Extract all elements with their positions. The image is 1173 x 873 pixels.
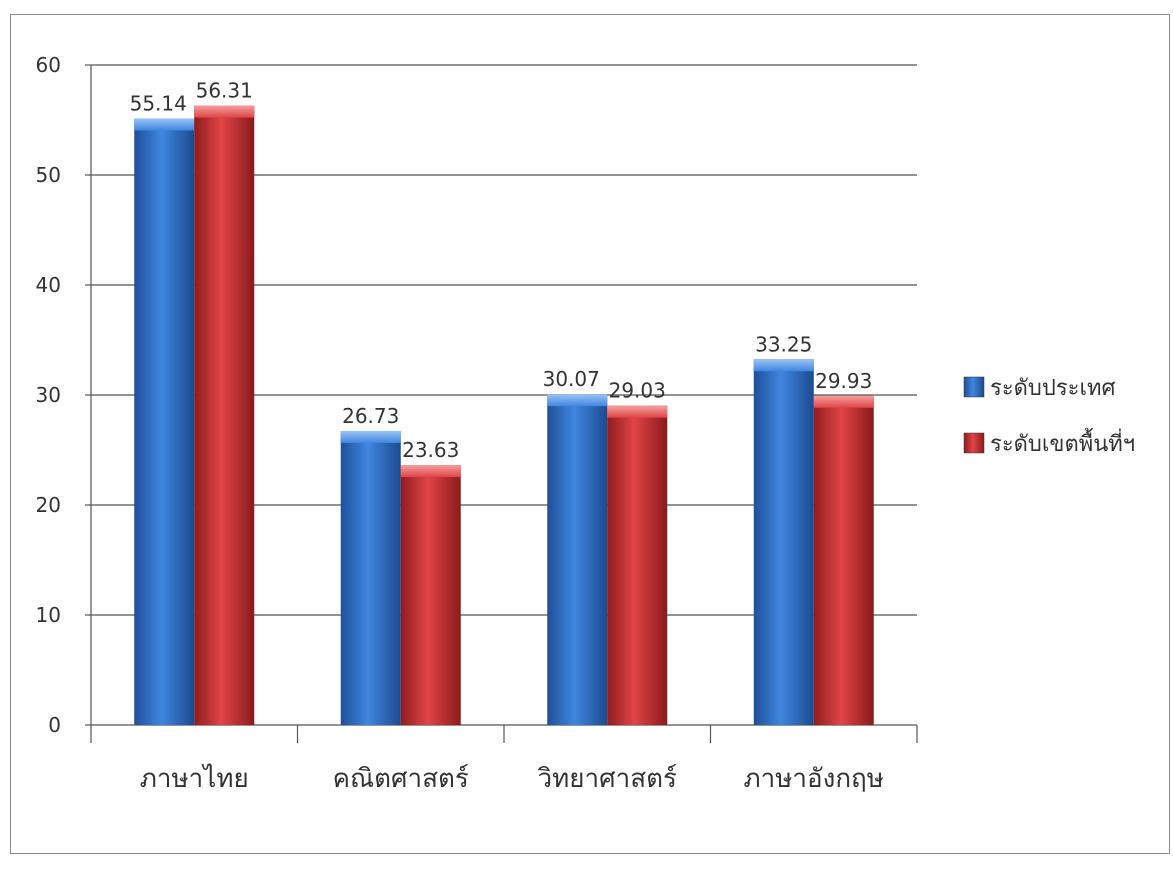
legend-swatch-1	[963, 432, 985, 454]
bar-chart: 0 10 20 30 40 50 60 55.14 56.31 ภาษาไทย 26.7323.6…	[36, 53, 1136, 794]
bar-top-highlight	[547, 394, 608, 407]
y-tick-label: 10	[36, 603, 61, 627]
bar-national-0	[134, 118, 195, 725]
x-category-label: ภาษาอังกฤษ	[744, 764, 884, 794]
bar-area-0	[194, 105, 255, 726]
chart-frame: 0 10 20 30 40 50 60 55.14 56.31 ภาษาไทย 26.73 23.6…	[10, 14, 1170, 854]
y-tick-label: 60	[36, 53, 61, 77]
bar-area-1	[400, 465, 461, 725]
bar-national-1	[340, 430, 401, 725]
x-category-label: ภาษาไทย	[140, 763, 249, 794]
data-label: 55.14	[130, 91, 187, 115]
bar-top-highlight	[607, 405, 668, 418]
data-label: 29.03	[609, 379, 666, 403]
y-tick-label: 50	[36, 163, 61, 187]
bar-top-highlight	[134, 118, 195, 131]
data-label: 30.07	[543, 367, 600, 391]
bar-national-2	[547, 394, 608, 725]
bar-top-highlight	[813, 395, 874, 408]
y-tick-label: 20	[36, 493, 61, 517]
bar-area-2	[607, 405, 668, 725]
data-label: 56.31	[196, 79, 253, 103]
x-category-label: คณิตศาสตร์	[333, 764, 469, 794]
x-category-label: วิทยาศาสตร์	[537, 764, 677, 794]
bar-top-highlight	[400, 465, 461, 478]
bar-top-highlight	[340, 430, 401, 443]
y-tick-label: 30	[36, 383, 61, 407]
legend-label-0: ระดับประเทศ	[990, 376, 1116, 401]
bar-national-3	[753, 359, 814, 725]
data-label: 33.25	[755, 332, 812, 356]
legend-label-1: ระดับเขตพื้นที่ฯ	[990, 428, 1135, 457]
bar-area-3	[813, 395, 874, 725]
bar-top-highlight	[194, 105, 255, 118]
y-tick-label: 40	[36, 273, 61, 297]
data-label: 29.93	[815, 369, 872, 393]
bar-top-highlight	[753, 359, 814, 372]
data-label: 26.73	[342, 404, 399, 428]
y-tick-label: 0	[48, 713, 61, 737]
data-label: 23.63	[402, 438, 459, 462]
legend-swatch-0	[963, 376, 985, 398]
